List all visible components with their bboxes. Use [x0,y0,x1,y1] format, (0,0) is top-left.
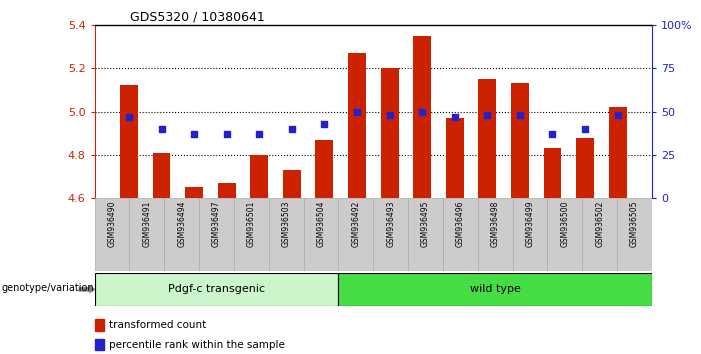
Bar [130,198,164,271]
Bar [583,198,617,271]
Bar [413,36,431,198]
Point [515,112,526,118]
Bar [95,198,130,271]
Bar [478,198,512,271]
Bar [443,198,478,271]
Text: GSM936495: GSM936495 [421,200,430,247]
Text: GSM936494: GSM936494 [177,200,186,247]
Bar [120,86,138,198]
Text: genotype/variation: genotype/variation [1,283,94,293]
Text: Pdgf-c transgenic: Pdgf-c transgenic [168,284,265,295]
Point [612,112,623,118]
Bar [374,198,408,271]
Text: GSM936491: GSM936491 [142,200,151,247]
Bar [304,198,339,271]
Point [482,112,493,118]
Bar [381,68,399,198]
Bar [268,198,304,271]
Text: GSM936496: GSM936496 [456,200,465,247]
Bar [512,198,547,271]
Point [449,114,461,120]
Bar [153,153,170,198]
Bar [95,273,339,306]
Bar [339,198,374,271]
Point [189,131,200,137]
Bar [234,198,268,271]
Bar [283,170,301,198]
Bar [408,198,443,271]
Bar [199,198,234,271]
Point [416,109,428,114]
Bar [315,140,334,198]
Bar [164,198,199,271]
Text: GDS5320 / 10380641: GDS5320 / 10380641 [130,11,264,24]
Point [254,131,265,137]
Bar [511,83,529,198]
Bar [339,273,652,306]
Bar [547,198,583,271]
Text: GSM936498: GSM936498 [491,200,500,247]
Text: GSM936490: GSM936490 [107,200,116,247]
Point [286,126,297,132]
Bar [576,138,594,198]
Text: GSM936497: GSM936497 [212,200,221,247]
Text: GSM936505: GSM936505 [630,200,639,247]
Bar [608,107,627,198]
Bar [185,187,203,198]
Bar [250,155,268,198]
Bar [478,79,496,198]
Text: transformed count: transformed count [109,320,206,330]
Text: GSM936493: GSM936493 [386,200,395,247]
Text: GSM936504: GSM936504 [317,200,325,247]
Text: GSM936503: GSM936503 [282,200,291,247]
Point [156,126,167,132]
Bar [218,183,236,198]
Point [384,112,395,118]
Bar [617,198,652,271]
Text: GSM936492: GSM936492 [351,200,360,247]
Point [221,131,232,137]
Text: GSM936500: GSM936500 [560,200,569,247]
Bar [348,53,366,198]
Point [319,121,330,126]
Text: wild type: wild type [470,284,521,295]
Text: GSM936502: GSM936502 [595,200,604,247]
Text: GSM936499: GSM936499 [526,200,535,247]
Point [547,131,558,137]
Bar [446,118,463,198]
Point [351,109,362,114]
Bar [543,148,562,198]
Text: percentile rank within the sample: percentile rank within the sample [109,340,285,350]
Text: GSM936501: GSM936501 [247,200,256,247]
Point [580,126,591,132]
Point [123,114,135,120]
